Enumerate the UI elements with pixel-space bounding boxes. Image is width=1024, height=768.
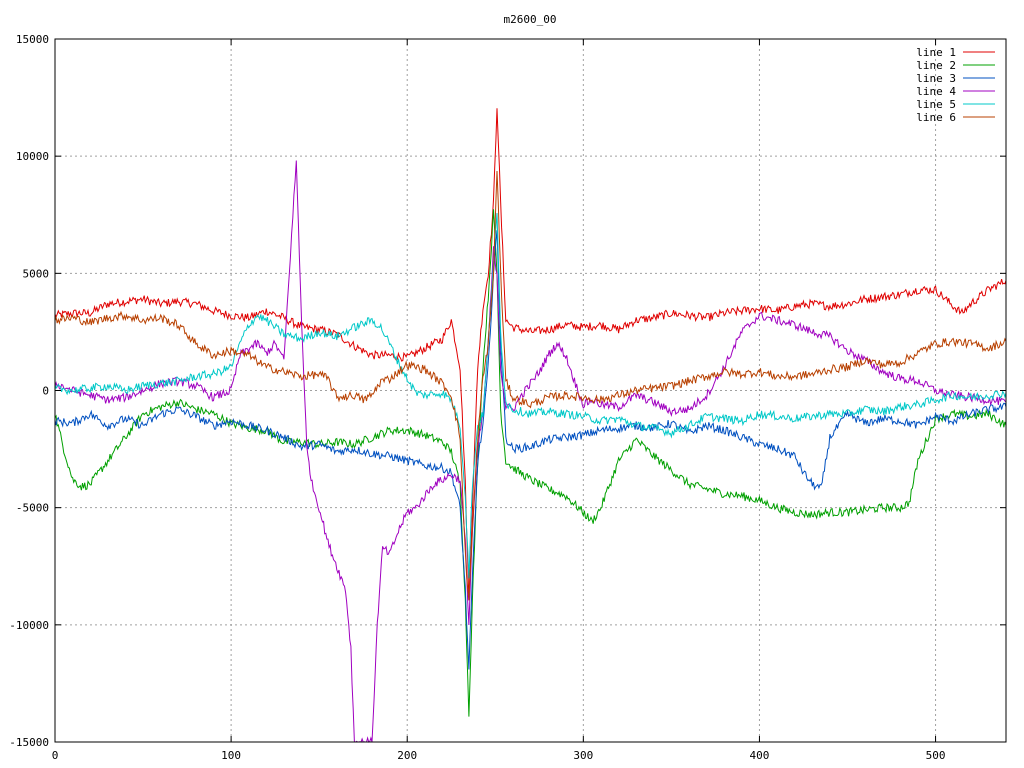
series-line-1 xyxy=(54,108,1007,600)
x-tick-label: 400 xyxy=(750,749,770,762)
y-tick-label: 5000 xyxy=(23,267,50,280)
series-line-5 xyxy=(54,212,1007,579)
legend-label: line 2 xyxy=(916,59,956,72)
y-axis: -15000 -10000 -5000 0 5000 10000 15000 xyxy=(9,33,1006,749)
y-tick-label: 10000 xyxy=(16,150,49,163)
x-tick-label: 300 xyxy=(573,749,593,762)
legend-label: line 1 xyxy=(916,46,956,59)
series-line-3 xyxy=(54,230,1007,670)
y-tick-label: 15000 xyxy=(16,33,49,46)
y-tick-label: 0 xyxy=(42,385,49,398)
x-tick-label: 100 xyxy=(221,749,241,762)
x-axis: 0 100 200 300 400 500 xyxy=(52,39,946,762)
legend-label: line 5 xyxy=(916,98,956,111)
series-line-4 xyxy=(54,160,1007,743)
chart-title: m2600_00 xyxy=(504,13,557,26)
series-line-2 xyxy=(54,209,1007,717)
grid xyxy=(55,39,1006,742)
y-tick-label: -5000 xyxy=(16,502,49,515)
series-layer xyxy=(54,108,1007,743)
series-line-6 xyxy=(54,170,1007,601)
x-tick-label: 200 xyxy=(397,749,417,762)
legend-label: line 6 xyxy=(916,111,956,124)
legend-label: line 3 xyxy=(916,72,956,85)
legend-label: line 4 xyxy=(916,85,956,98)
y-tick-label: -15000 xyxy=(9,736,49,749)
x-tick-label: 0 xyxy=(52,749,59,762)
y-tick-label: -10000 xyxy=(9,619,49,632)
x-tick-label: 500 xyxy=(926,749,946,762)
